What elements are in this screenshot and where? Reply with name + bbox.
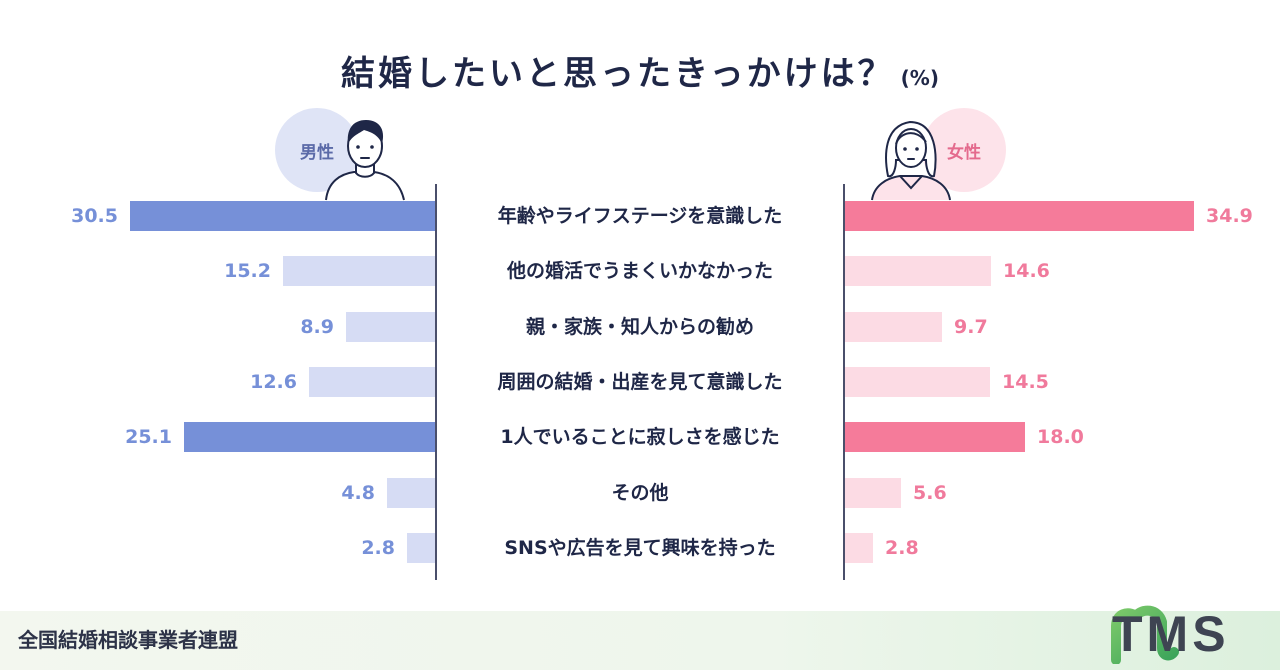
male-avatar-icon xyxy=(325,120,405,201)
category-label: その他 xyxy=(611,482,669,504)
male-value-label: 30.5 xyxy=(71,205,118,227)
female-bar xyxy=(845,256,991,286)
category-label: 年齢やライフステージを意識した xyxy=(497,205,783,227)
female-value-label: 14.5 xyxy=(1002,371,1049,393)
female-value-label: 2.8 xyxy=(885,537,919,559)
female-value-label: 34.9 xyxy=(1206,205,1253,227)
male-value-label: 15.2 xyxy=(224,260,271,282)
female-bar xyxy=(845,312,942,342)
female-value-label: 14.6 xyxy=(1003,260,1050,282)
female-avatar-icon xyxy=(871,120,951,201)
female-value-label: 9.7 xyxy=(954,316,988,338)
category-label: SNSや広告を見て興味を持った xyxy=(504,537,776,559)
male-bar xyxy=(407,533,435,563)
male-bar xyxy=(184,422,435,452)
chart-unit: (%) xyxy=(900,66,939,90)
male-axis-line xyxy=(435,184,437,580)
female-bar xyxy=(845,201,1194,231)
chart-title-text: 結婚したいと思ったきっかけは？ xyxy=(341,54,895,94)
male-bar xyxy=(346,312,435,342)
tms-m-logo-icon xyxy=(1111,605,1179,664)
female-badge: 女性 xyxy=(922,108,1006,192)
category-label: 親・家族・知人からの勧め xyxy=(525,316,754,338)
male-bar xyxy=(309,367,435,397)
male-value-label: 2.8 xyxy=(361,537,395,559)
tms-logo-text: TMS xyxy=(1112,606,1230,662)
footer-band xyxy=(0,611,1280,670)
chart-title: 結婚したいと思ったきっかけは？ (%) xyxy=(0,46,1280,95)
category-label: 周囲の結婚・出産を見て意識した xyxy=(497,371,783,393)
male-bar xyxy=(283,256,435,286)
male-bar xyxy=(130,201,435,231)
male-value-label: 12.6 xyxy=(250,371,297,393)
category-label: 他の婚活でうまくいかなかった xyxy=(506,260,773,282)
female-bar xyxy=(845,478,901,508)
category-label: 1人でいることに寂しさを感じた xyxy=(500,426,780,448)
female-bar xyxy=(845,422,1025,452)
female-bar xyxy=(845,367,990,397)
organization-name: 全国結婚相談事業者連盟 xyxy=(18,628,238,652)
female-value-label: 5.6 xyxy=(913,482,947,504)
male-value-label: 25.1 xyxy=(125,426,172,448)
female-axis-line xyxy=(843,184,845,580)
male-value-label: 4.8 xyxy=(341,482,375,504)
male-bar xyxy=(387,478,435,508)
male-badge: 男性 xyxy=(275,108,359,192)
male-value-label: 8.9 xyxy=(300,316,334,338)
female-value-label: 18.0 xyxy=(1037,426,1084,448)
female-bar xyxy=(845,533,873,563)
